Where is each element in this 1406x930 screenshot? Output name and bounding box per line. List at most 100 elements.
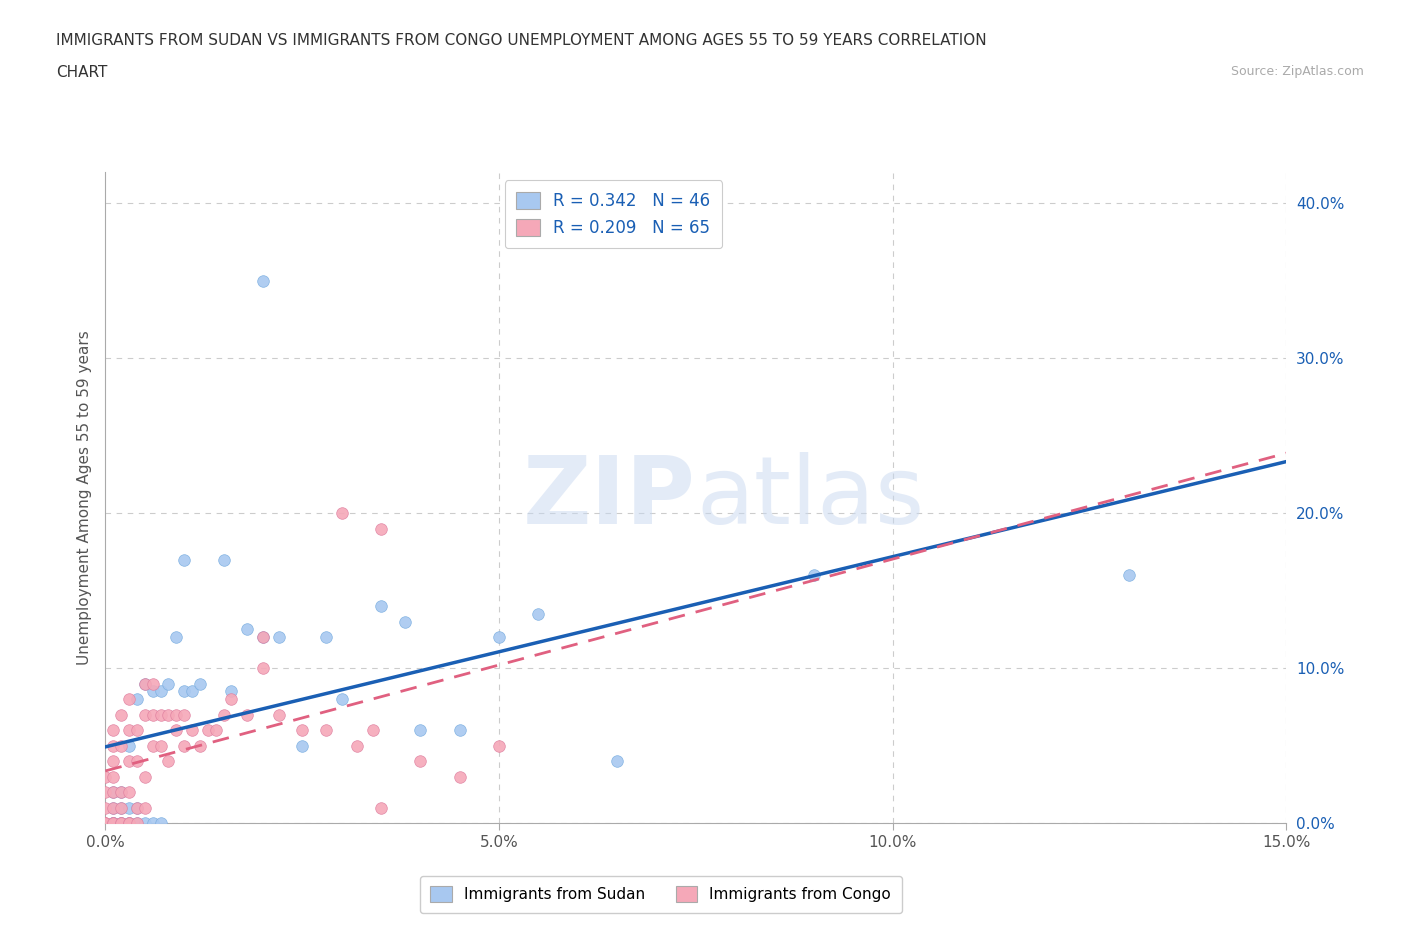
Point — [125, 723, 148, 737]
Point — [449, 769, 471, 784]
Point — [103, 723, 125, 737]
Point — [118, 816, 141, 830]
Point — [118, 738, 141, 753]
Point — [118, 800, 141, 815]
Point — [212, 707, 235, 722]
Point — [103, 800, 125, 815]
Point — [118, 753, 141, 768]
Point — [149, 816, 172, 830]
Point — [118, 785, 141, 800]
Point — [370, 521, 392, 536]
Point — [103, 753, 125, 768]
Point — [103, 816, 125, 830]
Point — [173, 738, 195, 753]
Point — [103, 816, 125, 830]
Point — [157, 753, 180, 768]
Point — [118, 723, 141, 737]
Point — [103, 738, 125, 753]
Point — [394, 614, 416, 629]
Point — [527, 606, 550, 621]
Point — [330, 692, 353, 707]
Point — [103, 769, 125, 784]
Point — [134, 816, 156, 830]
Point — [110, 800, 132, 815]
Point — [188, 676, 211, 691]
Point — [118, 692, 141, 707]
Point — [149, 684, 172, 698]
Point — [157, 676, 180, 691]
Point — [409, 723, 432, 737]
Point — [221, 692, 243, 707]
Text: Source: ZipAtlas.com: Source: ZipAtlas.com — [1230, 65, 1364, 78]
Point — [173, 684, 195, 698]
Point — [212, 552, 235, 567]
Point — [103, 785, 125, 800]
Point — [606, 753, 628, 768]
Point — [103, 800, 125, 815]
Point — [188, 738, 211, 753]
Point — [149, 707, 172, 722]
Point — [197, 723, 219, 737]
Point — [142, 738, 165, 753]
Point — [134, 676, 156, 691]
Point — [94, 769, 117, 784]
Point — [346, 738, 368, 753]
Point — [252, 660, 274, 675]
Point — [236, 622, 259, 637]
Point — [204, 723, 226, 737]
Point — [103, 785, 125, 800]
Point — [252, 273, 274, 288]
Point — [221, 684, 243, 698]
Point — [488, 630, 510, 644]
Point — [110, 785, 132, 800]
Point — [173, 552, 195, 567]
Point — [103, 816, 125, 830]
Point — [165, 707, 187, 722]
Legend: Immigrants from Sudan, Immigrants from Congo: Immigrants from Sudan, Immigrants from C… — [420, 876, 901, 913]
Point — [315, 723, 337, 737]
Point — [94, 816, 117, 830]
Point — [165, 723, 187, 737]
Point — [449, 723, 471, 737]
Point — [94, 816, 117, 830]
Point — [118, 816, 141, 830]
Point — [267, 630, 290, 644]
Point — [110, 816, 132, 830]
Point — [118, 816, 141, 830]
Point — [236, 707, 259, 722]
Point — [110, 707, 132, 722]
Point — [125, 816, 148, 830]
Point — [110, 816, 132, 830]
Point — [134, 676, 156, 691]
Point — [488, 738, 510, 753]
Point — [103, 816, 125, 830]
Point — [125, 753, 148, 768]
Point — [134, 707, 156, 722]
Text: ZIP: ZIP — [523, 452, 696, 543]
Point — [315, 630, 337, 644]
Point — [94, 816, 117, 830]
Point — [291, 738, 314, 753]
Point — [370, 599, 392, 614]
Point — [252, 630, 274, 644]
Point — [94, 785, 117, 800]
Point — [125, 816, 148, 830]
Point — [142, 707, 165, 722]
Point — [291, 723, 314, 737]
Point — [103, 816, 125, 830]
Point — [110, 800, 132, 815]
Point — [330, 506, 353, 521]
Point — [252, 630, 274, 644]
Text: CHART: CHART — [56, 65, 108, 80]
Point — [110, 816, 132, 830]
Text: IMMIGRANTS FROM SUDAN VS IMMIGRANTS FROM CONGO UNEMPLOYMENT AMONG AGES 55 TO 59 : IMMIGRANTS FROM SUDAN VS IMMIGRANTS FROM… — [56, 33, 987, 47]
Point — [165, 630, 187, 644]
Point — [134, 769, 156, 784]
Y-axis label: Unemployment Among Ages 55 to 59 years: Unemployment Among Ages 55 to 59 years — [76, 330, 91, 665]
Point — [94, 800, 117, 815]
Point — [267, 707, 290, 722]
Point — [110, 816, 132, 830]
Point — [361, 723, 384, 737]
Point — [125, 692, 148, 707]
Legend: R = 0.342   N = 46, R = 0.209   N = 65: R = 0.342 N = 46, R = 0.209 N = 65 — [505, 180, 721, 248]
